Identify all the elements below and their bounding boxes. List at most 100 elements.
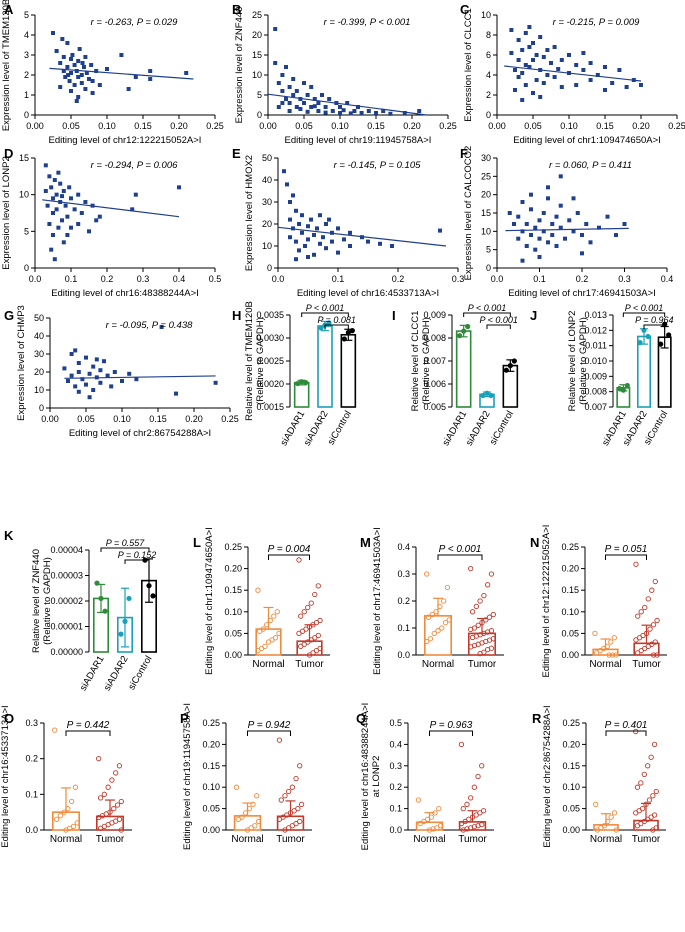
x-tick-label: 0.05 bbox=[62, 121, 80, 131]
sample-point bbox=[118, 827, 124, 833]
p-value-label: P < 0.001 bbox=[306, 303, 344, 313]
data-point bbox=[529, 233, 533, 237]
y-axis-label: Expression level of CALCOCO2 bbox=[463, 146, 474, 281]
data-point bbox=[309, 105, 314, 109]
p-value-label: P = 0.557 bbox=[106, 538, 145, 548]
x-tick-label: 0.00 bbox=[26, 121, 44, 131]
sample-point bbox=[606, 652, 612, 658]
x-axis-label: Editing level of chr2:86754288A>I bbox=[69, 428, 211, 439]
data-point bbox=[312, 97, 317, 101]
sample-point bbox=[475, 622, 481, 628]
p-value-label: P = 0.004 bbox=[268, 544, 311, 555]
sample-point bbox=[52, 727, 58, 733]
sample-point bbox=[652, 578, 658, 585]
data-point bbox=[76, 59, 81, 63]
data-point bbox=[94, 69, 99, 73]
data-point bbox=[69, 89, 73, 93]
sample-point bbox=[651, 741, 658, 748]
replicate-point bbox=[122, 618, 128, 625]
x-tick-label: 0.10 bbox=[98, 121, 116, 131]
y-axis-label: Expression level of TMEM120B bbox=[1, 0, 12, 131]
y-axis-label-line: Relative level of ZNF440 bbox=[31, 549, 42, 653]
data-point bbox=[276, 81, 281, 85]
x-tick-label: 0.3 bbox=[452, 274, 465, 284]
significance-bracket bbox=[100, 547, 150, 552]
y-tick-label: 0.3 bbox=[25, 718, 38, 728]
sample-point bbox=[72, 784, 79, 790]
sample-point bbox=[233, 784, 240, 790]
data-point bbox=[97, 214, 102, 219]
replicate-point bbox=[295, 380, 301, 387]
panel-letter: L bbox=[193, 535, 201, 550]
data-point bbox=[77, 47, 82, 51]
panel-q: Q 0.0 0.1 0.2 0.3 0.4 0.5 Editing level of chr1… bbox=[356, 703, 494, 850]
y-tick-label: 25 bbox=[252, 10, 262, 20]
data-point bbox=[575, 211, 580, 215]
data-point bbox=[588, 240, 593, 245]
y-tick-label: 5 bbox=[24, 10, 29, 20]
panel-p: P 0.00 0.05 0.10 0.15 0.20 0.25 Editing level o… bbox=[180, 703, 312, 850]
y-tick-label: 0 bbox=[486, 263, 491, 273]
data-point bbox=[524, 222, 529, 226]
data-point bbox=[79, 81, 84, 85]
data-point bbox=[545, 48, 550, 52]
data-point bbox=[51, 31, 55, 35]
panel-letter: B bbox=[232, 2, 241, 17]
data-point bbox=[69, 57, 73, 61]
sample-point bbox=[633, 561, 639, 567]
replicate-point bbox=[480, 392, 486, 399]
data-point bbox=[342, 237, 346, 242]
data-point bbox=[291, 77, 296, 81]
data-point bbox=[533, 247, 538, 252]
significance-bracket bbox=[437, 554, 483, 560]
p-value-label: P = 0.442 bbox=[67, 720, 110, 731]
data-point bbox=[294, 89, 299, 93]
data-point bbox=[366, 239, 370, 244]
data-point bbox=[273, 61, 278, 65]
data-point bbox=[558, 203, 563, 208]
data-point bbox=[84, 382, 88, 387]
data-point bbox=[73, 384, 78, 389]
panel-letter: N bbox=[530, 535, 539, 550]
regression-line bbox=[277, 226, 447, 247]
data-point bbox=[390, 244, 394, 248]
sample-point bbox=[426, 827, 433, 833]
sample-point bbox=[298, 613, 304, 619]
x-tick-label: 0.0 bbox=[491, 274, 504, 284]
y-tick-label: 0.3 bbox=[397, 569, 410, 579]
y-tick-label: 0.1 bbox=[397, 623, 410, 633]
x-tick-label: 0.3 bbox=[137, 274, 150, 284]
data-point bbox=[288, 200, 292, 204]
panel-f: F 0 5 10 15 20 25 30 0.0 0.1 0.2 0.3 0.4 r = 0.060, P… bbox=[460, 146, 673, 299]
data-point bbox=[529, 207, 533, 212]
y-tick-label: 0.25 bbox=[561, 542, 579, 552]
y-tick-label: 0.008 bbox=[423, 333, 446, 343]
y-tick-label: 0.0 bbox=[389, 825, 402, 835]
sample-point bbox=[469, 634, 476, 641]
data-point bbox=[603, 65, 607, 69]
y-tick-label: 5 bbox=[257, 90, 262, 100]
x-tick-label: 0.2 bbox=[576, 274, 589, 284]
sample-point bbox=[308, 600, 314, 606]
sample-point bbox=[431, 630, 437, 637]
data-point bbox=[366, 109, 371, 113]
y-tick-label: 15 bbox=[481, 208, 491, 218]
x-tick-label: 0.05 bbox=[77, 414, 95, 424]
data-point bbox=[294, 257, 298, 262]
data-point bbox=[280, 73, 285, 77]
data-point bbox=[330, 239, 334, 244]
bar bbox=[455, 330, 472, 408]
y-tick-label: 10 bbox=[481, 10, 491, 20]
data-point bbox=[550, 233, 555, 237]
data-point bbox=[330, 109, 335, 113]
data-point bbox=[327, 217, 331, 222]
data-point bbox=[65, 41, 70, 45]
sample-point bbox=[649, 587, 655, 593]
regression-line bbox=[267, 93, 427, 116]
data-point bbox=[102, 359, 106, 364]
replicate-point bbox=[118, 631, 124, 637]
sample-point bbox=[278, 797, 284, 803]
data-point bbox=[305, 109, 310, 114]
y-axis-label: Relative level of ZNF440(Relative to GAP… bbox=[31, 549, 53, 653]
